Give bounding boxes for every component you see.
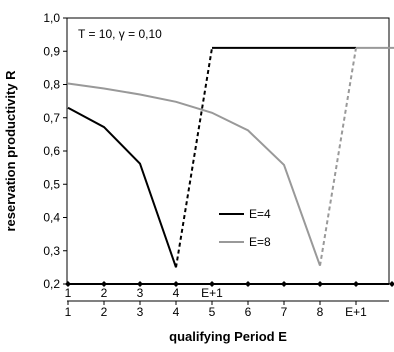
series-line-solid-1	[67, 106, 177, 268]
plot-frame	[66, 17, 390, 285]
x-tick-label-row1: 2	[101, 286, 108, 300]
x-tick-label-row2: 8	[317, 305, 324, 319]
y-axis-ticks: 0,2 0,3 0,4 0,5 0,6 0,7 0,8 0,9 1,0	[43, 11, 67, 291]
legend: E=4 E=8	[219, 207, 271, 249]
series-layer	[67, 46, 394, 268]
x-tick-label-row2: 1	[65, 305, 72, 319]
x-axis: 1 2 3 4 E+1 1 2 3 4 5 6 7 8 E+1	[65, 281, 394, 319]
x-tick-label-row2: 4	[173, 305, 180, 319]
legend-label-2: E=8	[249, 235, 271, 249]
x-tick-label-row1: 3	[137, 286, 144, 300]
x-tick-label-row2: 5	[209, 305, 216, 319]
x-axis-marker	[101, 281, 107, 287]
x-axis-marker	[209, 281, 215, 287]
y-axis-title: reservation productivity R	[3, 70, 18, 232]
series-line-solid-2	[67, 82, 321, 267]
y-tick-label: 0,4	[43, 211, 60, 225]
y-tick-label: 0,7	[43, 111, 60, 125]
x-axis-marker	[137, 281, 143, 287]
x-tick-label-row1: E+1	[201, 286, 223, 300]
x-axis-marker	[281, 281, 287, 287]
x-axis-marker	[317, 281, 323, 287]
x-axis-marker	[245, 281, 251, 287]
x-tick-label-row1: 1	[65, 286, 72, 300]
series-line-dashed-1	[175, 47, 213, 268]
series-line-dashed-2	[319, 47, 357, 266]
y-tick-label: 0,9	[43, 44, 60, 58]
x-axis-title: qualifying Period E	[169, 329, 287, 344]
y-tick-label: 1,0	[43, 11, 60, 25]
x-tick-label-row2: 3	[137, 305, 144, 319]
x-tick-label-row1: 4	[173, 286, 180, 300]
x-tick-label-row2: 7	[281, 305, 288, 319]
x-axis-marker	[389, 281, 394, 287]
x-tick-label-row2: 2	[101, 305, 108, 319]
x-axis-marker	[65, 281, 71, 287]
chart-annotation: T = 10, γ = 0,10	[78, 27, 162, 41]
x-tick-label-row2: 6	[245, 305, 252, 319]
y-tick-label: 0,2	[43, 277, 60, 291]
y-tick-label: 0,3	[43, 244, 60, 258]
y-tick-label: 0,5	[43, 177, 60, 191]
x-axis-marker	[353, 281, 359, 287]
y-tick-label: 0,6	[43, 144, 60, 158]
legend-label-1: E=4	[249, 207, 271, 221]
y-tick-label: 0,8	[43, 78, 60, 92]
x-axis-marker	[173, 281, 179, 287]
x-tick-label-row2: E+1	[345, 305, 367, 319]
